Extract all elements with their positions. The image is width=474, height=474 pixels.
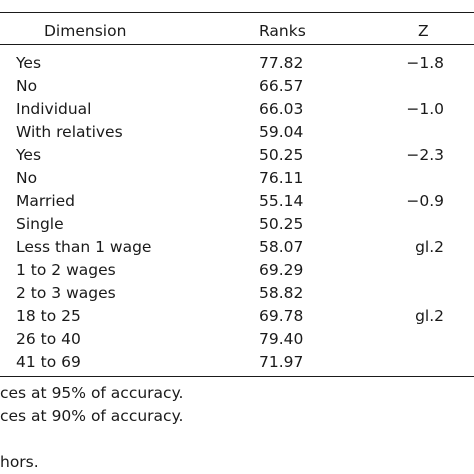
table-body: Yes 77.82 −1.8 No 66.57 Individual 66.03 −1.0 Wi… xyxy=(0,52,474,374)
cell-dimension: Individual xyxy=(16,100,92,118)
table-row: Single 50.25 xyxy=(0,213,474,236)
cell-ranks: 66.03 xyxy=(259,100,304,118)
cell-z: −1.8 xyxy=(406,54,444,72)
table-row: No 76.11 xyxy=(0,167,474,190)
cell-ranks: 69.78 xyxy=(259,307,304,325)
cell-z: −1.0 xyxy=(406,100,444,118)
cell-dimension: Yes xyxy=(16,54,42,72)
cell-ranks: 76.11 xyxy=(259,169,304,187)
cell-ranks: 71.97 xyxy=(259,353,304,371)
note-line: ces at 95% of accuracy. xyxy=(0,384,184,402)
cell-ranks: 58.07 xyxy=(259,238,304,256)
table-row: 1 to 2 wages 69.29 xyxy=(0,259,474,282)
cell-dimension: Yes xyxy=(16,146,42,164)
cell-dimension: 2 to 3 wages xyxy=(16,284,116,302)
table-row: No 66.57 xyxy=(0,75,474,98)
cell-z: gl.2 xyxy=(415,238,444,256)
cell-ranks: 50.25 xyxy=(259,215,304,233)
table-row: Yes 50.25 −2.3 xyxy=(0,144,474,167)
cell-ranks: 59.04 xyxy=(259,123,304,141)
cell-ranks: 77.82 xyxy=(259,54,304,72)
table-row: Married 55.14 −0.9 xyxy=(0,190,474,213)
cell-dimension: Married xyxy=(16,192,76,210)
table-row: Yes 77.82 −1.8 xyxy=(0,52,474,75)
table-row: Individual 66.03 −1.0 xyxy=(0,98,474,121)
cell-ranks: 69.29 xyxy=(259,261,304,279)
cell-ranks: 50.25 xyxy=(259,146,304,164)
cell-ranks: 79.40 xyxy=(259,330,304,348)
note-spacer xyxy=(0,428,474,451)
cell-ranks: 58.82 xyxy=(259,284,304,302)
table-row: With relatives 59.04 xyxy=(0,121,474,144)
column-header-dimension: Dimension xyxy=(44,22,127,40)
table-top-rule xyxy=(0,12,474,13)
note-line: hors. xyxy=(0,453,39,471)
cell-ranks: 66.57 xyxy=(259,77,304,95)
table-row: Less than 1 wage 58.07 gl.2 xyxy=(0,236,474,259)
table-row: 18 to 25 69.78 gl.2 xyxy=(0,305,474,328)
cell-ranks: 55.14 xyxy=(259,192,304,210)
cell-z: gl.2 xyxy=(415,307,444,325)
cell-dimension: Single xyxy=(16,215,64,233)
cell-z: −0.9 xyxy=(406,192,444,210)
note-line: ces at 90% of accuracy. xyxy=(0,407,184,425)
table-notes: ces at 95% of accuracy. ces at 90% of ac… xyxy=(0,382,474,474)
column-header-ranks: Ranks xyxy=(259,22,306,40)
cell-dimension: With relatives xyxy=(16,123,123,141)
cell-dimension: 26 to 40 xyxy=(16,330,81,348)
column-header-z: Z xyxy=(418,22,429,40)
cell-dimension: 1 to 2 wages xyxy=(16,261,116,279)
cell-dimension: No xyxy=(16,169,38,187)
cell-z: −2.3 xyxy=(406,146,444,164)
cell-dimension: 41 to 69 xyxy=(16,353,81,371)
cell-dimension: No xyxy=(16,77,38,95)
table-bottom-rule xyxy=(0,376,474,377)
table-row: 2 to 3 wages 58.82 xyxy=(0,282,474,305)
table-row: 26 to 40 79.40 xyxy=(0,328,474,351)
table-header-rule xyxy=(0,44,474,45)
cell-dimension: 18 to 25 xyxy=(16,307,81,325)
cell-dimension: Less than 1 wage xyxy=(16,238,152,256)
table-row: 41 to 69 71.97 xyxy=(0,351,474,374)
